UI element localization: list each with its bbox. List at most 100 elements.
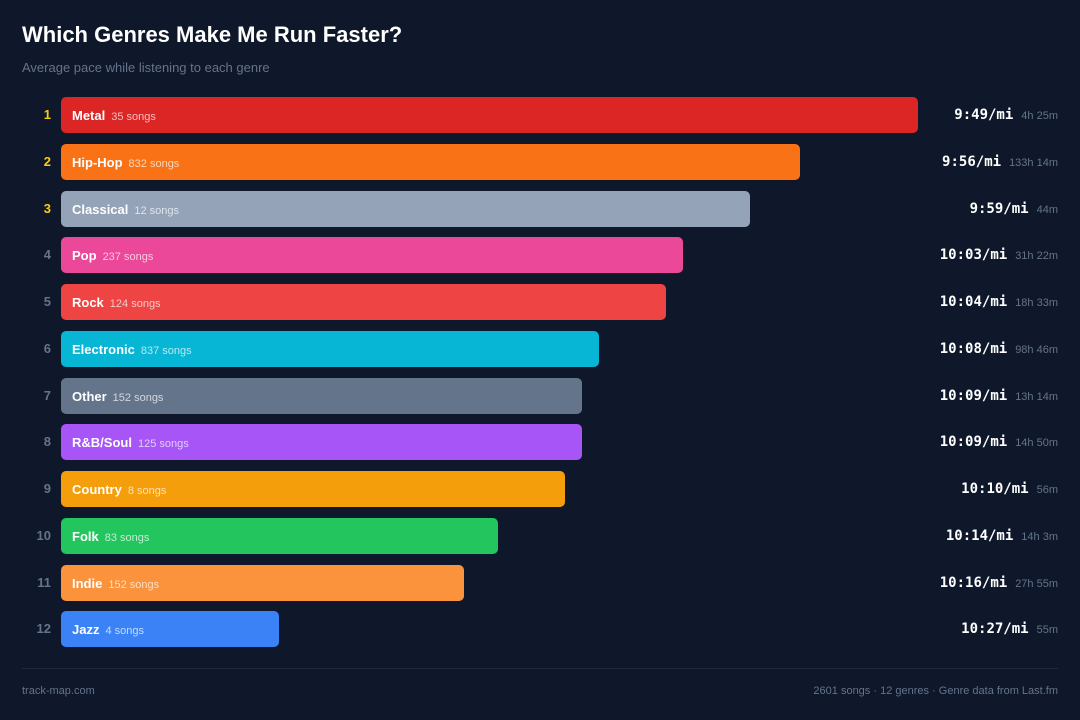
pace-label: 9:59/mi: [969, 200, 1029, 217]
genre-name: Electronic: [72, 341, 135, 357]
genre-label: R&B/Soul 125 songs: [72, 435, 189, 450]
genre-label: Hip-Hop 832 songs: [72, 155, 179, 170]
bar: [61, 284, 666, 320]
song-count: 125 songs: [137, 438, 189, 451]
bar-row: 1 Metal 35 songs 9:49/mi 4h 25m: [0, 97, 1080, 133]
genre-name: Rock: [72, 295, 104, 310]
bar: [61, 377, 582, 414]
bar: [61, 471, 566, 507]
genre-label: Electronic 837 songs: [72, 342, 192, 357]
bar: [61, 190, 750, 227]
bar-row: 5 Rock 124 songs 10:04/mi 18h 33m: [0, 284, 1080, 320]
footer-divider: [22, 668, 1058, 669]
rank-label: 7: [43, 387, 51, 403]
genre-name: Indie: [72, 575, 103, 591]
pace-label: 10:10/mi: [961, 481, 1029, 497]
song-count: 152 songs: [112, 391, 164, 404]
song-count: 83 songs: [104, 531, 150, 544]
genre-name: Other: [72, 388, 107, 404]
bar-row: 12 Jazz 4 songs 10:27/mi 55m: [0, 611, 1080, 648]
chart-title: Which Genres Make Me Run Faster?: [22, 22, 403, 47]
duration-label: 4h 25m: [1021, 110, 1058, 122]
genre-name: Metal: [72, 108, 106, 123]
bar: [61, 330, 599, 367]
pace-label: 10:14/mi: [945, 527, 1014, 544]
footer-summary: 2601 songs · 12 genres · Genre data from…: [813, 685, 1058, 697]
rank-label: 1: [43, 107, 51, 122]
duration-label: 56m: [1036, 484, 1058, 496]
genre-label: Other 152 songs: [72, 389, 163, 404]
rank-label: 11: [37, 574, 51, 590]
genre-name: Hip-Hop: [72, 154, 123, 170]
genre-label: Jazz 4 songs: [72, 622, 144, 637]
bar-row: 2 Hip-Hop 832 songs 9:56/mi 133h 14m: [0, 143, 1080, 180]
pace-label: 10:09/mi: [939, 434, 1008, 451]
duration-label: 98h 46m: [1015, 343, 1058, 356]
value-label: 10:09/mi 13h 14m: [940, 387, 1058, 405]
song-count: 832 songs: [128, 157, 180, 170]
genre-label: Country 8 songs: [72, 482, 166, 497]
pace-label: 9:49/mi: [954, 107, 1014, 123]
value-label: 9:56/mi 133h 14m: [942, 153, 1058, 171]
pace-label: 10:08/mi: [939, 340, 1008, 357]
duration-label: 27h 55m: [1015, 577, 1058, 590]
bar-row: 11 Indie 152 songs 10:16/mi 27h 55m: [0, 564, 1080, 601]
bar: [61, 237, 683, 274]
song-count: 124 songs: [109, 298, 161, 310]
duration-label: 14h 3m: [1021, 530, 1058, 543]
value-label: 10:08/mi 98h 46m: [940, 340, 1058, 358]
duration-label: 18h 33m: [1015, 297, 1058, 309]
duration-label: 44m: [1036, 203, 1058, 216]
footer-site: track-map.com: [22, 685, 95, 697]
genre-label: Metal 35 songs: [72, 108, 156, 123]
genre-name: R&B/Soul: [72, 435, 132, 451]
bar: [61, 611, 280, 648]
rank-label: 3: [43, 200, 51, 216]
duration-label: 13h 14m: [1015, 390, 1058, 403]
duration-label: 31h 22m: [1015, 250, 1058, 263]
genre-name: Pop: [72, 248, 97, 264]
genre-label: Rock 124 songs: [72, 295, 161, 310]
song-count: 237 songs: [102, 251, 154, 264]
value-label: 10:10/mi 56m: [961, 480, 1058, 498]
genre-label: Folk 83 songs: [72, 529, 149, 544]
rank-label: 12: [36, 621, 51, 637]
value-label: 10:14/mi 14h 3m: [946, 527, 1058, 545]
rank-label: 10: [36, 527, 51, 543]
rank-label: 6: [43, 340, 51, 356]
bar-row: 7 Other 152 songs 10:09/mi 13h 14m: [0, 377, 1080, 414]
genre-label: Classical 12 songs: [72, 202, 179, 217]
pace-label: 9:56/mi: [942, 153, 1002, 170]
chart-subtitle: Average pace while listening to each gen…: [22, 60, 270, 75]
pace-label: 10:04/mi: [939, 294, 1008, 310]
value-label: 9:59/mi 44m: [970, 200, 1058, 218]
genre-name: Folk: [72, 528, 99, 544]
genre-label: Pop 237 songs: [72, 248, 153, 263]
song-count: 35 songs: [111, 111, 156, 123]
genre-name: Classical: [72, 201, 129, 217]
bar-row: 8 R&B/Soul 125 songs 10:09/mi 14h 50m: [0, 424, 1080, 461]
pace-label: 10:27/mi: [961, 621, 1029, 638]
song-count: 152 songs: [108, 578, 160, 591]
pace-label: 10:09/mi: [939, 387, 1008, 404]
rank-label: 9: [43, 481, 51, 496]
bar: [61, 517, 498, 554]
pace-label: 10:16/mi: [939, 574, 1008, 591]
duration-label: 133h 14m: [1009, 156, 1058, 169]
value-label: 10:03/mi 31h 22m: [940, 246, 1058, 264]
duration-label: 14h 50m: [1015, 437, 1058, 450]
genre-label: Indie 152 songs: [72, 576, 159, 591]
rank-label: 4: [43, 247, 51, 263]
song-count: 12 songs: [134, 204, 180, 217]
bar-row: 3 Classical 12 songs 9:59/mi 44m: [0, 190, 1080, 227]
bar: [61, 424, 582, 461]
rank-label: 2: [43, 153, 51, 169]
value-label: 10:16/mi 27h 55m: [940, 574, 1058, 592]
bar: [61, 143, 801, 180]
genre-name: Country: [72, 482, 122, 497]
genre-name: Jazz: [72, 622, 100, 638]
bar: [61, 97, 918, 133]
duration-label: 55m: [1036, 624, 1058, 637]
bar-row: 9 Country 8 songs 10:10/mi 56m: [0, 471, 1080, 507]
value-label: 10:09/mi 14h 50m: [940, 433, 1058, 451]
